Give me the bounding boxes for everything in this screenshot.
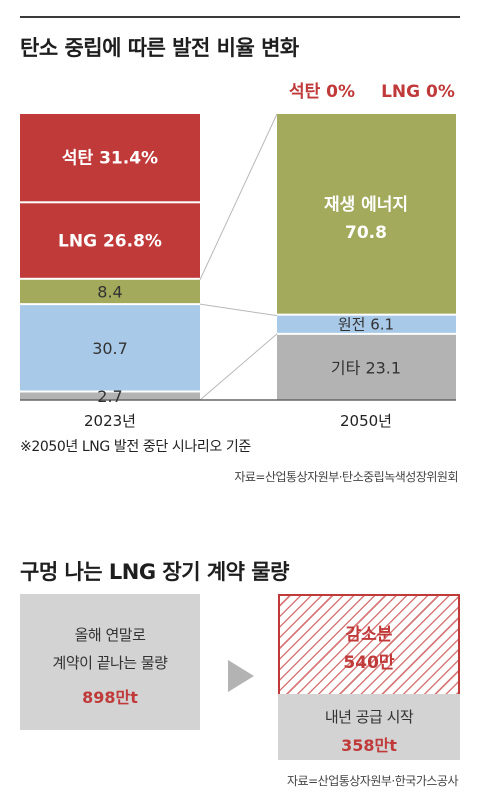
zero-label-lng: LNG 0%	[381, 82, 455, 102]
bar-segment	[277, 315, 456, 333]
reduction-label: 감소분	[345, 625, 393, 645]
section-title: 구멍 나는 LNG 장기 계약 물량	[20, 560, 289, 584]
expiring-volume-box: 올해 연말로 계약이 끝나는 물량 898만t	[20, 594, 200, 730]
chart-title: 탄소 중립에 따른 발전 비율 변화	[20, 36, 299, 60]
data-label-renewable-name: 재생 에너지	[324, 195, 408, 215]
supply-label: 내년 공급 시작	[324, 708, 414, 726]
data-label-2023: LNG 26.8%	[58, 232, 162, 252]
connector-line	[199, 113, 278, 281]
data-label-other: 기타 23.1	[331, 358, 401, 377]
chart-source: 자료=산업통상자원부·탄소중립녹색성장위원회	[234, 470, 458, 484]
data-label-2023: 석탄 31.4%	[62, 149, 158, 169]
stacked-bar-chart: 석탄 31.4% LNG 26.8% 8.4 30.7 2.7 재생 에너지 70.8 원전 …	[20, 82, 456, 430]
bar-segment	[20, 203, 200, 278]
supply-box: 내년 공급 시작 358만t	[278, 694, 460, 760]
bar-segment	[277, 114, 456, 314]
chart-note: ※2050년 LNG 발전 중단 시나리오 기준	[20, 439, 251, 455]
reduction-box: 감소분 540만	[278, 594, 460, 696]
data-label-2023: 30.7	[92, 339, 128, 358]
data-label-renewable-value: 70.8	[345, 223, 387, 243]
top-rule	[20, 16, 460, 18]
bar-segment	[20, 114, 200, 202]
arrow-right-icon	[228, 660, 254, 692]
data-label-2023: 8.4	[97, 282, 122, 301]
reduction-value: 540만	[343, 653, 395, 673]
bar-segment	[20, 305, 200, 391]
x-tick-label: 2050년	[340, 412, 392, 430]
bar-segment	[20, 392, 200, 400]
data-label-nuclear: 원전 6.1	[338, 315, 394, 333]
supply-value: 358만t	[341, 736, 397, 755]
expiring-line2: 계약이 끝나는 물량	[52, 654, 168, 672]
expiring-value: 898만t	[82, 688, 138, 707]
section-source: 자료=산업통상자원부·한국가스공사	[287, 774, 458, 788]
data-label-2023: 2.7	[97, 387, 122, 406]
zero-label-coal: 석탄 0%	[289, 82, 355, 102]
expiring-line1: 올해 연말로	[74, 626, 146, 644]
connector-line	[199, 303, 278, 317]
x-tick-label: 2023년	[84, 412, 136, 430]
connector-line	[199, 333, 278, 401]
bar-segment	[20, 279, 200, 304]
bar-segment	[277, 334, 456, 400]
